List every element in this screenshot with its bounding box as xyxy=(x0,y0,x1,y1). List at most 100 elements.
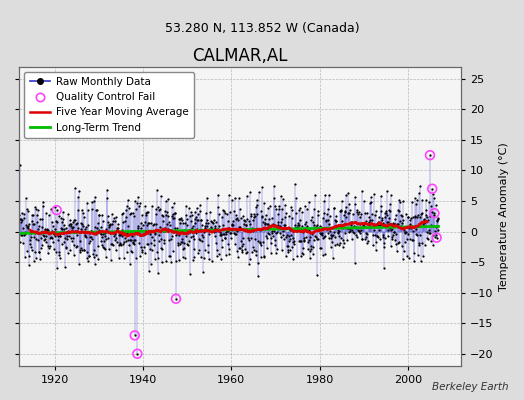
Point xyxy=(162,209,171,216)
Point xyxy=(165,252,173,259)
Point xyxy=(322,218,330,224)
Point xyxy=(374,233,382,240)
Point xyxy=(147,261,155,267)
Point xyxy=(411,213,419,220)
Point xyxy=(356,220,365,227)
Point xyxy=(400,227,408,233)
Point xyxy=(409,237,417,243)
Point xyxy=(117,233,126,239)
Point xyxy=(40,226,49,232)
Point xyxy=(262,212,270,218)
Point xyxy=(389,229,398,235)
Point xyxy=(35,249,43,255)
Point xyxy=(171,232,180,238)
Point xyxy=(214,226,222,232)
Point xyxy=(30,258,38,264)
Point xyxy=(244,235,252,241)
Point xyxy=(432,234,441,241)
Point xyxy=(133,200,141,206)
Point xyxy=(218,214,226,220)
Point xyxy=(242,250,250,256)
Point xyxy=(100,238,108,244)
Point xyxy=(420,217,429,224)
Point xyxy=(82,200,91,206)
Point xyxy=(205,227,214,234)
Point xyxy=(221,210,230,216)
Point xyxy=(52,229,61,236)
Point xyxy=(106,221,114,227)
Point xyxy=(313,222,322,228)
Point xyxy=(419,221,427,228)
Point xyxy=(237,246,246,253)
Point xyxy=(418,210,426,216)
Point xyxy=(120,239,128,246)
Point xyxy=(77,226,85,232)
Point xyxy=(21,222,30,228)
Point xyxy=(253,196,261,203)
Point xyxy=(268,229,276,236)
Point xyxy=(261,233,270,240)
Point xyxy=(289,238,297,245)
Point xyxy=(57,214,66,221)
Point xyxy=(197,217,205,223)
Point xyxy=(255,189,264,195)
Point xyxy=(410,214,419,220)
Point xyxy=(192,230,200,236)
Point xyxy=(190,254,198,260)
Point xyxy=(45,212,53,218)
Point xyxy=(41,235,49,242)
Point xyxy=(374,219,383,225)
Point xyxy=(341,209,350,215)
Point xyxy=(402,211,411,217)
Point xyxy=(241,246,249,252)
Point xyxy=(154,270,162,277)
Point xyxy=(214,222,223,229)
Point xyxy=(364,237,372,244)
Point xyxy=(394,206,402,213)
Point xyxy=(211,224,219,231)
Point xyxy=(296,238,304,244)
Point xyxy=(83,222,92,228)
Point xyxy=(431,234,439,240)
Point xyxy=(99,230,107,237)
Point xyxy=(182,212,190,218)
Point xyxy=(173,241,182,248)
Point xyxy=(160,240,168,246)
Point xyxy=(134,194,143,200)
Point xyxy=(410,250,418,256)
Point xyxy=(203,216,212,223)
Point xyxy=(378,234,387,240)
Point xyxy=(249,228,257,234)
Point xyxy=(133,350,141,357)
Point xyxy=(415,190,423,197)
Point xyxy=(194,217,203,224)
Point xyxy=(250,246,258,253)
Point xyxy=(299,244,307,251)
Point xyxy=(259,253,268,259)
Point xyxy=(74,194,82,200)
Point xyxy=(311,224,320,230)
Point xyxy=(252,204,260,210)
Point xyxy=(65,233,73,239)
Point xyxy=(366,223,374,230)
Point xyxy=(388,234,396,241)
Point xyxy=(413,232,422,238)
Point xyxy=(331,242,340,248)
Point xyxy=(15,216,24,223)
Point xyxy=(88,199,96,206)
Point xyxy=(113,224,122,231)
Point xyxy=(69,234,77,241)
Point xyxy=(28,218,36,224)
Point xyxy=(172,229,181,236)
Point xyxy=(115,232,124,238)
Point xyxy=(234,216,243,223)
Point xyxy=(57,226,66,232)
Point xyxy=(343,237,351,244)
Point xyxy=(391,237,400,243)
Point xyxy=(364,220,373,226)
Point xyxy=(412,230,421,237)
Point xyxy=(306,248,314,254)
Point xyxy=(342,214,350,221)
Point xyxy=(220,230,228,237)
Point xyxy=(344,210,353,216)
